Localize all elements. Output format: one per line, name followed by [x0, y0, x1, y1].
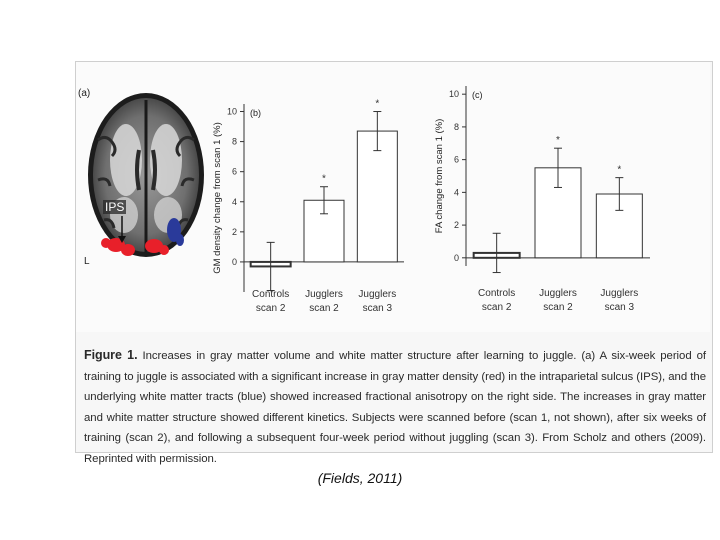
- y-tick-label: 6: [232, 167, 237, 177]
- white-matter-highlight: [167, 218, 184, 246]
- citation: (Fields, 2011): [317, 470, 403, 486]
- y-tick-label: 4: [232, 197, 237, 207]
- y-axis-label: GM density change from scan 1 (%): [212, 122, 223, 274]
- y-tick-label: 8: [454, 122, 459, 132]
- panel-c-chart: (c) FA change from scan 1 (%) 0 2 4 6 8 10 Contr…: [434, 86, 650, 313]
- panel-a-label: (a): [78, 88, 91, 99]
- panel-b-chart: (b) GM density change from scan 1 (%) 0 2 4 6…: [212, 99, 404, 314]
- significance-marker: *: [375, 99, 379, 110]
- x-tick-label: scan 3: [363, 303, 393, 314]
- x-tick-label: scan 2: [543, 302, 573, 313]
- significance-marker: *: [617, 165, 621, 176]
- figure-caption-text: Increases in gray matter volume and whit…: [84, 350, 706, 465]
- figure-caption: Figure 1. Increases in gray matter volum…: [84, 345, 706, 469]
- x-tick-label: scan 2: [256, 303, 286, 314]
- y-tick-label: 0: [454, 253, 459, 263]
- x-tick-label: Controls: [252, 289, 289, 300]
- x-tick-label: Jugglers: [539, 288, 577, 299]
- panel-label: (b): [250, 108, 261, 118]
- y-tick-label: 10: [449, 89, 459, 99]
- panel-a-brain-image: [76, 80, 206, 270]
- panel-label: (c): [472, 90, 483, 100]
- y-tick-label: 8: [232, 137, 237, 147]
- x-tick-label: Jugglers: [305, 289, 343, 300]
- bar: [356, 130, 398, 263]
- x-tick-label: Controls: [478, 288, 515, 299]
- left-hemisphere-label: L: [84, 256, 90, 267]
- y-tick-label: 6: [454, 155, 459, 165]
- y-tick-label: 10: [227, 107, 237, 117]
- ips-label: IPS: [103, 200, 127, 214]
- y-tick-label: 0: [232, 257, 237, 267]
- gray-matter-highlight: [101, 238, 169, 256]
- figure-caption-label: Figure 1.: [84, 348, 138, 362]
- significance-marker: *: [556, 135, 560, 146]
- x-tick-label: Jugglers: [600, 288, 638, 299]
- x-tick-label: scan 2: [309, 303, 339, 314]
- y-axis-label: FA change from scan 1 (%): [434, 119, 445, 234]
- x-tick-label: scan 3: [605, 302, 635, 313]
- x-tick-label: scan 2: [482, 302, 512, 313]
- y-tick-label: 2: [232, 227, 237, 237]
- y-tick-label: 2: [454, 220, 459, 230]
- y-tick-label: 4: [454, 187, 459, 197]
- significance-marker: *: [322, 174, 326, 185]
- x-tick-label: Jugglers: [358, 289, 396, 300]
